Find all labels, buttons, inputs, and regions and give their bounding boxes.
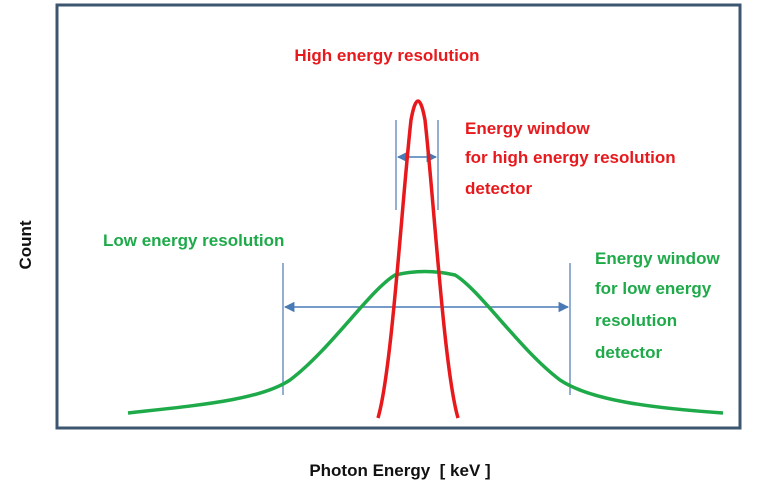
high-window-line: for high energy resolution (465, 148, 676, 167)
high-window-line: detector (465, 179, 532, 198)
low-window-line: resolution (595, 311, 677, 330)
plot-frame (55, 3, 742, 430)
low-window-line: detector (595, 343, 662, 362)
y-axis-label: Count (16, 220, 35, 269)
high-resolution-curve (376, 99, 460, 419)
high-window-line: Energy window (465, 119, 590, 138)
low-window-line: Energy window (595, 249, 720, 268)
low-resolution-label: Low energy resolution (103, 231, 284, 250)
x-axis-label: Photon Energy [ keV ] (309, 461, 490, 480)
low-resolution-curve (127, 269, 724, 415)
high-resolution-label: High energy resolution (294, 46, 479, 65)
low-window-line: for low energy (595, 279, 712, 298)
